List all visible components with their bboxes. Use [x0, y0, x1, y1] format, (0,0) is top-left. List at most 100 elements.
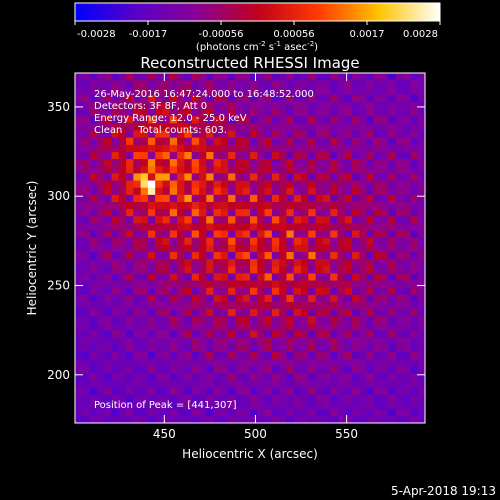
heatmap-cell [388, 144, 397, 152]
heatmap-cell [126, 94, 134, 102]
heatmap-cell [352, 265, 360, 274]
heatmap-cell [220, 230, 229, 238]
heatmap-cell [286, 408, 295, 417]
heatmap-cell [417, 94, 425, 102]
heatmap-cell [366, 294, 375, 302]
heatmap-cell [228, 265, 236, 274]
heatmap-cell [330, 244, 338, 252]
heatmap-cell [111, 380, 120, 388]
heatmap-cell [155, 137, 163, 145]
heatmap-cell [308, 187, 317, 195]
heatmap-cell [184, 201, 193, 210]
heatmap-cell [140, 337, 149, 345]
heatmap-cell [89, 273, 98, 281]
heatmap-cell [337, 194, 346, 202]
heatmap-cell [395, 180, 404, 188]
heatmap-cell [155, 330, 163, 338]
heatmap-cell [381, 173, 389, 181]
heatmap-cell [330, 294, 338, 302]
heatmap-cell [162, 144, 171, 152]
heatmap-cell [169, 230, 178, 238]
heatmap-cell [111, 273, 120, 281]
heatmap-cell [337, 158, 346, 167]
heatmap-cell [410, 258, 419, 267]
heatmap-cell [206, 137, 214, 145]
heatmap-cell [271, 258, 280, 267]
heatmap-cell [198, 237, 207, 245]
heatmap-cell [147, 123, 156, 131]
heatmap-cell [373, 215, 382, 224]
heatmap-cell [264, 258, 273, 267]
heatmap-cell [220, 401, 229, 410]
heatmap-cell [286, 387, 295, 395]
heatmap-cell [403, 194, 411, 202]
heatmap-cell [242, 315, 251, 324]
heatmap-cell [198, 280, 207, 288]
heatmap-cell [118, 194, 127, 202]
heatmap-cell [257, 123, 265, 131]
heatmap-cell [322, 130, 331, 138]
heatmap-cell [322, 237, 331, 245]
heatmap-cell [410, 173, 419, 181]
heatmap-cell [96, 387, 105, 395]
heatmap-cell [75, 80, 83, 88]
heatmap-cell [330, 215, 338, 224]
heatmap-cell [257, 80, 265, 88]
heatmap-cell [220, 358, 229, 367]
heatmap-cell [322, 415, 331, 423]
heatmap-cell [381, 165, 389, 174]
heatmap-cell [279, 301, 287, 310]
heatmap-cell [286, 273, 295, 281]
heatmap-cell [235, 237, 244, 245]
heatmap-cell [359, 251, 368, 260]
heatmap-cell [75, 408, 83, 417]
heatmap-cell [89, 315, 98, 324]
heatmap-cell [191, 330, 200, 338]
heatmap-cell [162, 244, 171, 252]
heatmap-cell [264, 94, 273, 102]
heatmap-cell [293, 387, 302, 395]
heatmap-cell [184, 115, 193, 124]
heatmap-cell [89, 73, 98, 81]
heatmap-cell [403, 187, 411, 195]
heatmap-cell [177, 380, 185, 388]
heatmap-cell [344, 215, 353, 224]
heatmap-cell [344, 351, 353, 360]
heatmap-cell [279, 373, 287, 381]
heatmap-cell [191, 130, 200, 138]
heatmap-cell [301, 323, 309, 331]
heatmap-cell [322, 351, 331, 360]
heatmap-cell [315, 194, 324, 202]
heatmap-cell [155, 101, 163, 110]
heatmap-cell [177, 123, 185, 131]
heatmap-cell [352, 80, 360, 88]
heatmap-cell [220, 101, 229, 110]
heatmap-cell [184, 187, 193, 195]
heatmap-cell [366, 337, 375, 345]
heatmap-cell [162, 130, 171, 138]
heatmap-cell [118, 315, 127, 324]
heatmap-cell [403, 123, 411, 131]
heatmap-cell [242, 358, 251, 367]
heatmap-cell [417, 380, 425, 388]
heatmap-cell [373, 408, 382, 417]
heatmap-cell [89, 280, 98, 288]
heatmap-cell [75, 130, 83, 138]
heatmap-cell [104, 208, 112, 217]
heatmap-cell [330, 287, 338, 295]
heatmap-cell [169, 244, 178, 252]
heatmap-cell [213, 180, 222, 188]
heatmap-cell [213, 273, 222, 281]
heatmap-cell [133, 365, 142, 374]
heatmap-cell [169, 101, 178, 110]
heatmap-cell [228, 287, 236, 295]
heatmap-cell [96, 373, 105, 381]
heatmap-cell [286, 108, 295, 117]
heatmap-cell [191, 351, 200, 360]
heatmap-cell [228, 323, 236, 331]
heatmap-cell [366, 237, 375, 245]
heatmap-cell [381, 273, 389, 281]
heatmap-cell [373, 373, 382, 381]
heatmap-cell [308, 244, 317, 252]
heatmap-cell [220, 373, 229, 381]
